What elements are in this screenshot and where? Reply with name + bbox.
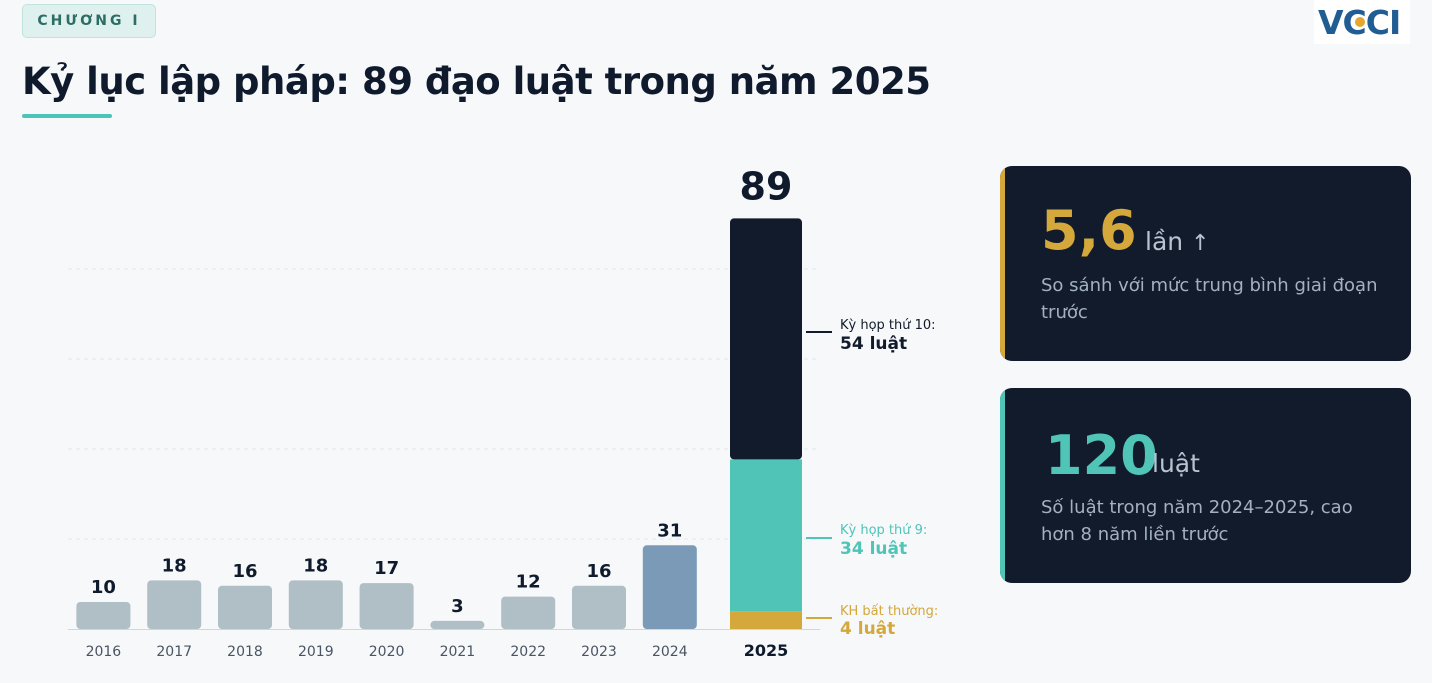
data-label: 16 [232, 561, 257, 582]
arrow-up-icon: ↑ [1191, 231, 1210, 256]
bar-2020 [359, 583, 414, 629]
bar-2025-segment [730, 459, 802, 612]
annotation-name: Kỳ họp thứ 9: [840, 523, 927, 538]
bar-2025-segment [730, 218, 802, 460]
bar-2019 [288, 580, 343, 629]
bar-2024 [642, 545, 697, 629]
x-tick-label: 2018 [227, 644, 263, 660]
title-underline [22, 114, 112, 118]
bar-2025-segment [730, 611, 802, 629]
x-tick-label: 2017 [156, 644, 192, 660]
x-tick-label: 2016 [86, 644, 122, 660]
stat-unit-label: lần [1145, 227, 1184, 256]
vcci-logo-mark: VCCI [1318, 3, 1401, 42]
x-tick-label: 2021 [440, 644, 476, 660]
bar-2022 [501, 596, 556, 629]
data-label: 12 [516, 572, 541, 593]
data-label-2025: 89 [740, 164, 793, 208]
data-label: 18 [303, 555, 328, 576]
x-tick-label: 2020 [369, 644, 405, 660]
data-label: 18 [162, 555, 187, 576]
annotation-value: 4 luật [840, 619, 895, 639]
x-tick-label-2025: 2025 [744, 641, 789, 660]
x-tick-label: 2024 [652, 644, 688, 660]
chapter-badge: CHƯƠNG I [22, 4, 156, 38]
page-title: Kỷ lục lập pháp: 89 đạo luật trong năm 2… [22, 60, 931, 103]
annotation-name: KH bất thường: [840, 604, 938, 619]
data-label: 10 [91, 577, 116, 598]
stat-value: 120 [1045, 424, 1158, 487]
x-tick-label: 2022 [510, 644, 546, 660]
annotation-value: 54 luật [840, 334, 907, 354]
card-accent [1000, 388, 1005, 583]
annotation-name: Kỳ họp thứ 10: [840, 318, 936, 333]
stat-card-ratio: 5,6 lần ↑ So sánh với mức trung bình gia… [1000, 166, 1411, 361]
stat-card-total: 120 luật Số luật trong năm 2024–2025, ca… [1000, 388, 1411, 583]
stat-unit-label: luật [1152, 449, 1200, 478]
x-tick-label: 2019 [298, 644, 334, 660]
annotation-value: 34 luật [840, 539, 907, 559]
data-label: 16 [586, 561, 611, 582]
stat-description: Số luật trong năm 2024–2025, cao hơn 8 n… [1041, 497, 1353, 545]
bar-2017 [147, 580, 202, 629]
stat-description: So sánh với mức trung bình giai đoạn trư… [1041, 275, 1378, 323]
bar-2016 [76, 602, 131, 629]
data-label: 3 [451, 596, 464, 617]
bar-2023 [572, 585, 626, 629]
stat-value: 5,6 [1041, 199, 1137, 262]
data-label: 17 [374, 558, 399, 579]
bar-2021 [430, 620, 485, 629]
vcci-logo: VCCI [1314, 0, 1410, 44]
card-accent [1000, 166, 1005, 361]
data-label: 31 [657, 520, 682, 541]
x-tick-label: 2023 [581, 644, 617, 660]
stat-unit: lần ↑ [1145, 229, 1210, 255]
bar-2018 [218, 585, 272, 629]
bar-chart: 10 2016 18 2017 16 2018 18 2019 17 2020 3 2021 12 202… [68, 164, 938, 660]
